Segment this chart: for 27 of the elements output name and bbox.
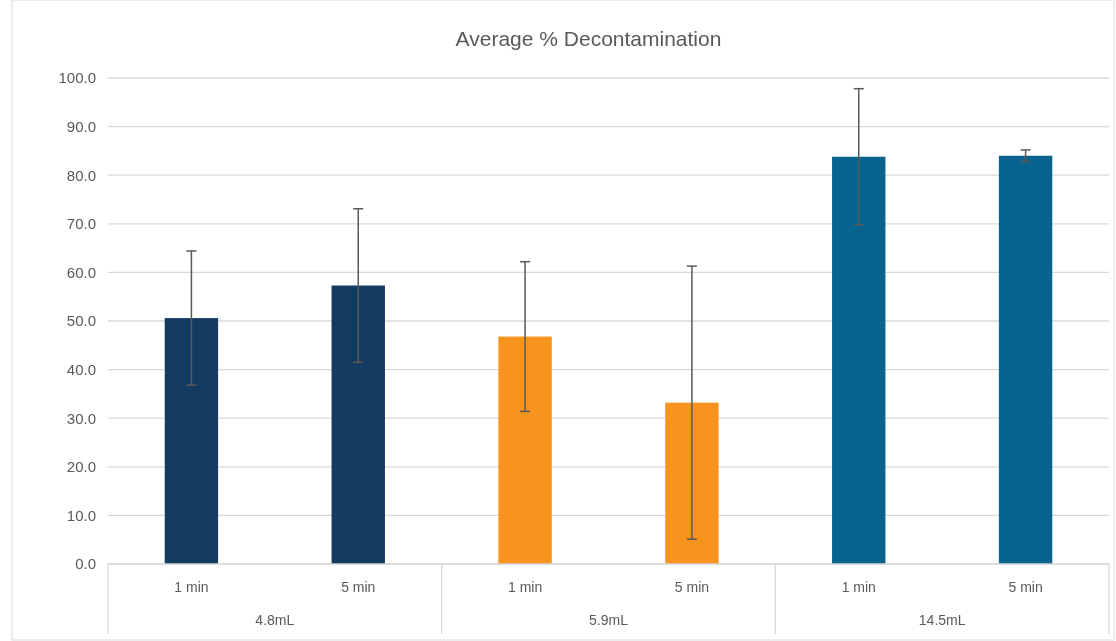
x-tick-label: 5 min (341, 579, 376, 595)
y-tick-label: 10.0 (66, 506, 96, 524)
text: 4.8mL (255, 612, 295, 628)
chart-title: Average % Decontamination (455, 27, 722, 50)
bar (164, 318, 219, 564)
x-tick-label: 5 min (674, 579, 710, 595)
x-tick-label: 5 min (1008, 579, 1043, 595)
text: 14.5mL (918, 612, 966, 628)
x-tick-label: 1 min (841, 579, 876, 595)
y-tick-label: 30.0 (66, 409, 96, 427)
bar (665, 402, 719, 564)
y-tick-label: 0.0 (75, 555, 96, 573)
x-tick-label: 1 min (174, 579, 209, 595)
y-tick-label: 90.0 (66, 117, 96, 135)
y-tick-label: 50.0 (66, 312, 96, 330)
bar (498, 336, 552, 564)
bar (331, 285, 385, 564)
y-tick-label: 60.0 (66, 263, 96, 281)
x-tick-label: 1 min (507, 579, 543, 595)
text: 5.9mL (589, 612, 629, 628)
y-tick-label: 40.0 (66, 360, 96, 378)
bar (998, 155, 1053, 564)
y-tick-label: 80.0 (66, 166, 96, 184)
y-tick-label: 70.0 (66, 215, 96, 233)
y-tick-label: 100.0 (58, 69, 96, 87)
y-tick-label: 20.0 (66, 458, 96, 476)
bar (832, 156, 886, 564)
